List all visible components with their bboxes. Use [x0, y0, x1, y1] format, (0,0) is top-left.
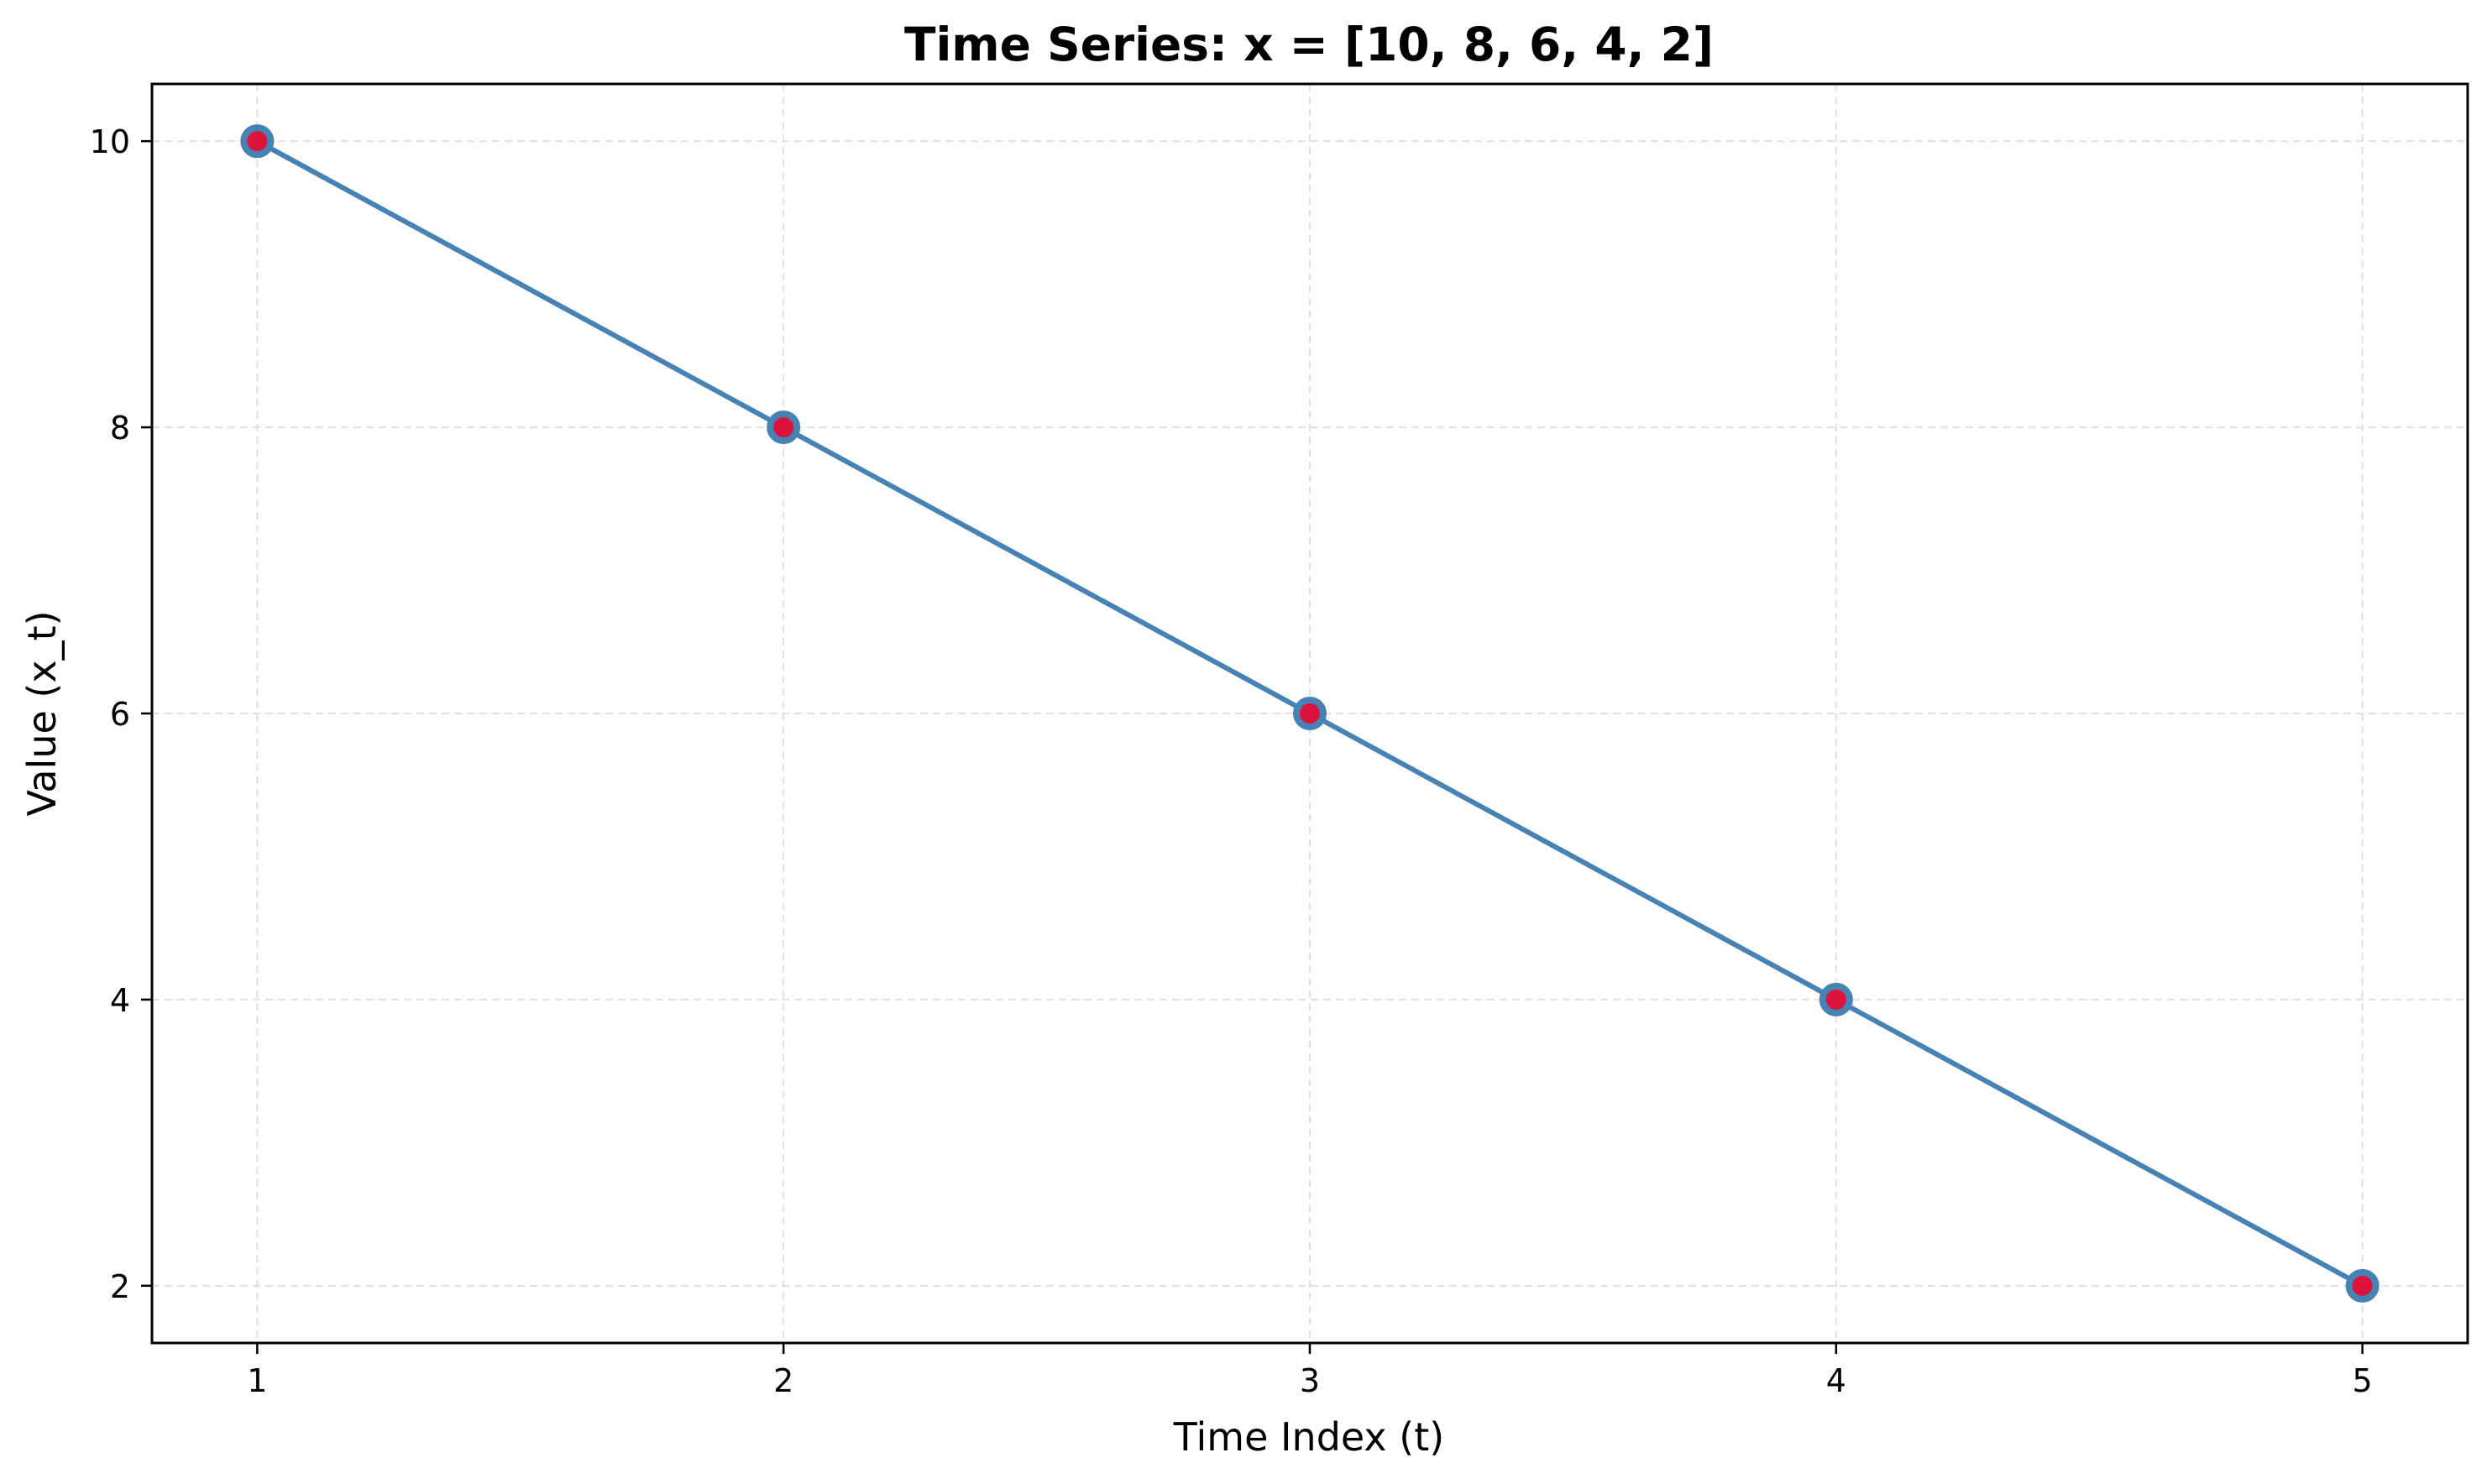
- axis-ticks: 1 2 3 4 5 2 4 6 8 10: [90, 123, 2373, 1399]
- data-point-marker: [767, 410, 801, 445]
- y-tick-label: 10: [90, 123, 130, 160]
- y-tick-label: 2: [110, 1268, 130, 1305]
- x-tick-label: 3: [1300, 1362, 1320, 1399]
- data-point-marker: [1293, 697, 1327, 730]
- data-point-marker: [2345, 1268, 2379, 1303]
- grid-lines: [152, 84, 2468, 1343]
- series-layer: [240, 124, 2379, 1303]
- y-tick-label: 8: [110, 410, 130, 447]
- x-tick-label: 1: [247, 1362, 267, 1399]
- x-axis-label: Time Index (t): [1173, 1414, 1444, 1460]
- y-tick-label: 4: [110, 982, 130, 1019]
- chart-title: Time Series: x = [10, 8, 6, 4, 2]: [904, 18, 1714, 71]
- x-tick-label: 4: [1826, 1362, 1846, 1399]
- x-tick-label: 5: [2353, 1362, 2373, 1399]
- x-tick-label: 2: [773, 1362, 793, 1399]
- data-point-marker: [240, 124, 275, 159]
- y-tick-label: 6: [110, 696, 130, 733]
- y-axis-label: Value (x_t): [19, 610, 65, 816]
- data-point-marker: [1819, 982, 1853, 1016]
